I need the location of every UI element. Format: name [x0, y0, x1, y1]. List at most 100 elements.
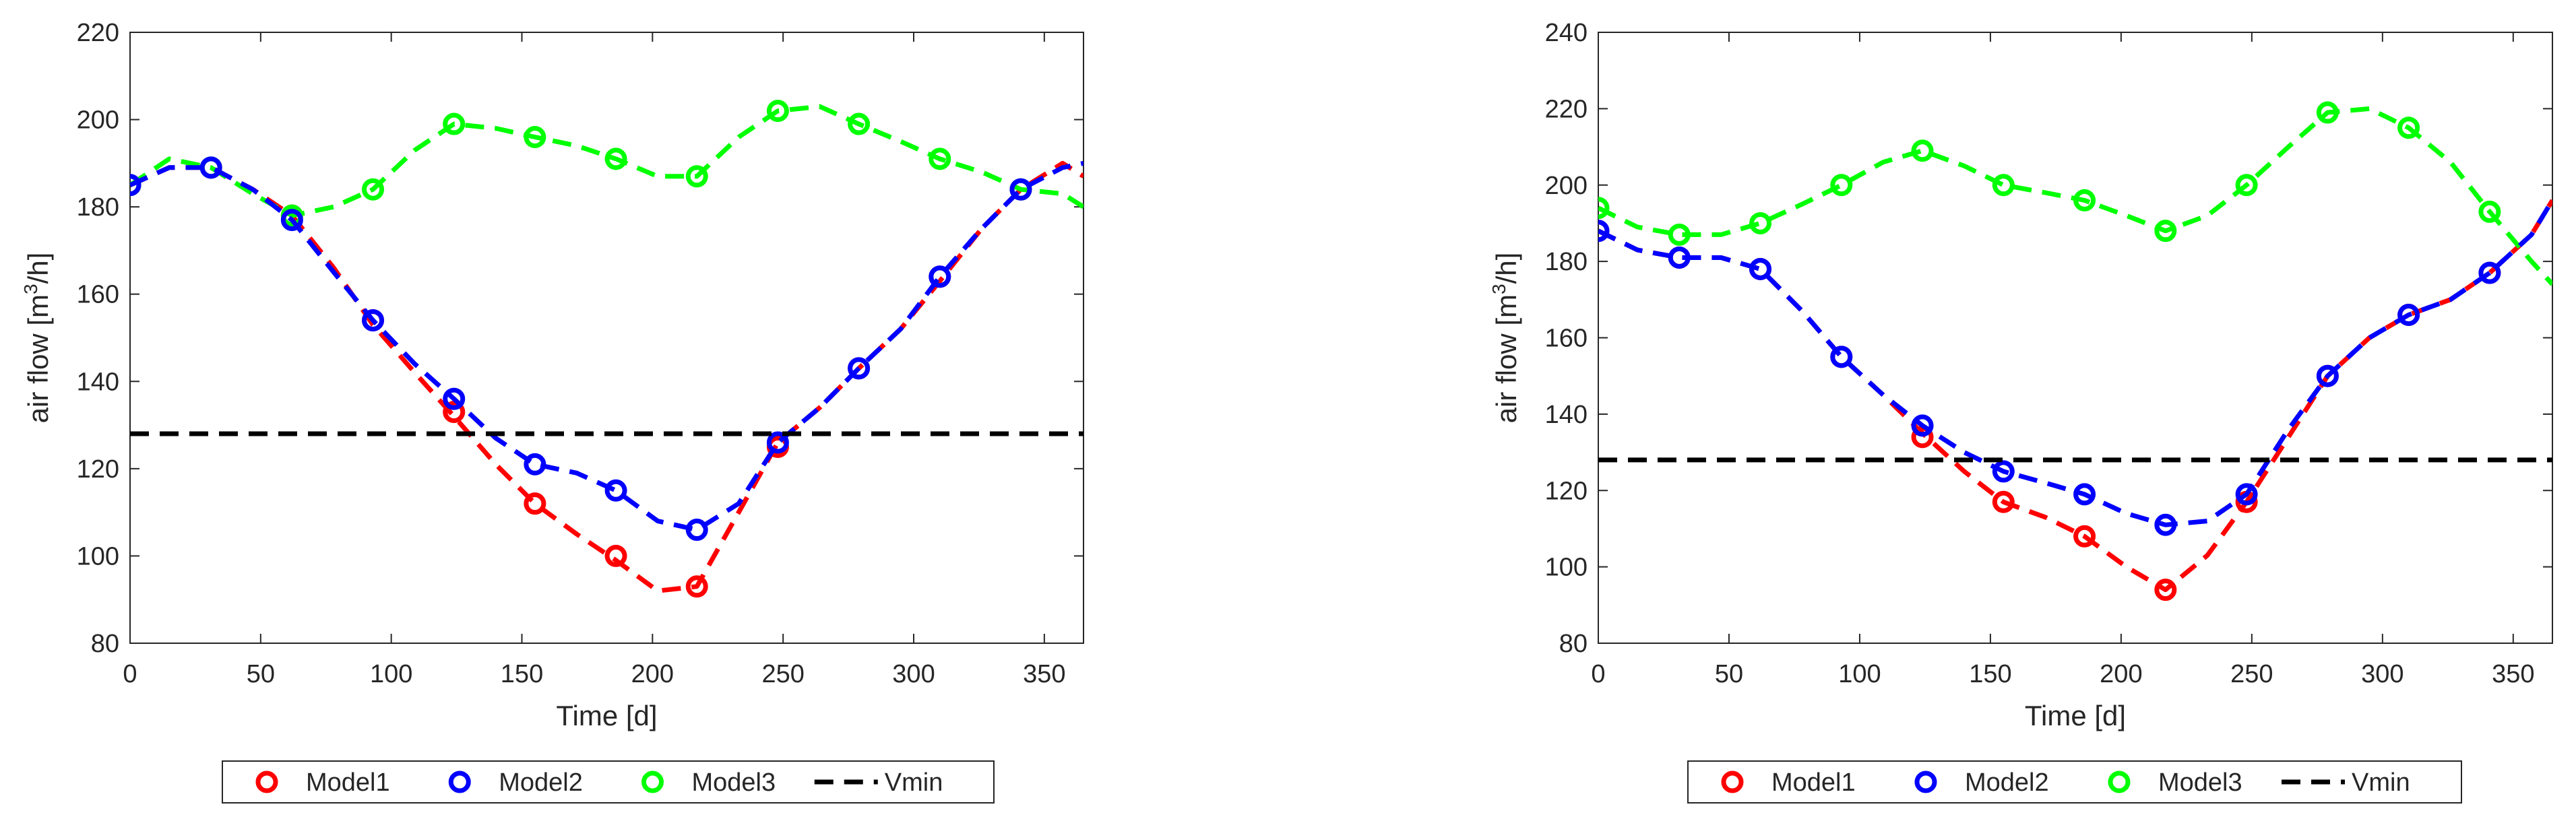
model2-point [766, 431, 789, 454]
model3-line [130, 104, 1083, 218]
legend-swatch-model1 [255, 771, 278, 793]
y-tick-label: 120 [1545, 477, 1588, 505]
y-tick-label: 100 [1545, 554, 1588, 582]
y-tick-label: 140 [77, 368, 119, 396]
x-tick-label: 0 [1591, 660, 1605, 688]
x-tick-label: 50 [1715, 660, 1743, 688]
model3-point [524, 125, 546, 148]
model3-point [1668, 223, 1691, 246]
model1-line [1598, 199, 2552, 593]
model2-point [1668, 246, 1691, 269]
x-tick-label: 100 [1838, 660, 1881, 688]
model3-point [1911, 139, 1934, 162]
model1-point [1992, 490, 2015, 513]
model3-point [1598, 197, 1610, 220]
legend-swatch-model3 [641, 771, 664, 793]
legend-label: Model3 [2158, 768, 2242, 797]
legend: Model1 Model2 Model3 Vmin [222, 760, 995, 804]
model2-point [1598, 220, 1610, 242]
model3-point [2397, 117, 2420, 139]
x-tick-label: 250 [2230, 660, 2273, 688]
legend-box [1687, 760, 2462, 804]
x-tick-label: 300 [2361, 660, 2404, 688]
model2-point [929, 265, 951, 288]
series-model3 [1598, 101, 2552, 286]
legend-swatch-model3 [2108, 771, 2131, 793]
model3-point [1749, 211, 1772, 234]
model1-point [2073, 525, 2096, 548]
legend-label: Model2 [1965, 768, 2049, 797]
model1-point [604, 544, 627, 567]
y-tick-label: 160 [1545, 325, 1588, 353]
legend-box [222, 760, 995, 804]
y-tick-label: 100 [77, 542, 119, 570]
series-layer [1598, 101, 2552, 601]
y-tick-label: 180 [1545, 248, 1588, 276]
x-tick-label: 200 [631, 660, 674, 688]
model2-point [524, 453, 546, 476]
y-tick-label: 220 [77, 19, 119, 47]
legend: Model1 Model2 Model3 Vmin [1687, 760, 2462, 804]
model2-point [2478, 261, 2501, 284]
y-tick-label: 140 [1545, 401, 1588, 429]
legend-label: Model3 [692, 768, 776, 797]
x-tick-label: 350 [1023, 660, 1065, 688]
model2-point [685, 519, 708, 542]
model3-point [685, 165, 708, 188]
legend-swatch-model2 [448, 771, 471, 793]
plot-area [129, 32, 1084, 644]
y-tick-label: 240 [1545, 19, 1588, 47]
chart-1: 0 50 100 150 200 250 300 350 80 100 120 140 160 180 20… [20, 19, 1084, 804]
y-tick-label: 180 [77, 193, 119, 222]
y-tick-label: 80 [1559, 630, 1588, 658]
model2-point [280, 209, 303, 232]
series-model1 [130, 156, 1083, 598]
model3-point [2478, 200, 2501, 223]
y-tick-label: 80 [91, 630, 119, 658]
model3-point [2154, 220, 2177, 242]
y-tick-label: 200 [1545, 172, 1588, 200]
model3-point [2235, 174, 2258, 197]
series-model3 [130, 100, 1083, 227]
y-tick-label: 200 [77, 106, 119, 135]
x-tick-label: 150 [501, 660, 543, 688]
legend-label: Model1 [1771, 768, 1856, 797]
x-axis-label: Time [d] [2025, 700, 2126, 731]
model2-point [2235, 483, 2258, 506]
model2-point [130, 174, 142, 197]
model2-point [1992, 460, 2015, 483]
model2-line [1598, 199, 2552, 527]
model2-point [1749, 257, 1772, 280]
model2-point [2316, 364, 2339, 387]
x-tick-label: 300 [892, 660, 935, 688]
series-model2 [130, 156, 1083, 542]
model2-point [604, 479, 627, 502]
legend-label: Vmin [2352, 768, 2410, 797]
model3-point [929, 148, 951, 170]
series-model2 [1598, 199, 2552, 536]
model2-point [2073, 483, 2096, 506]
y-tick-label: 160 [77, 281, 119, 309]
model3-point [1830, 174, 1853, 197]
model1-point [524, 492, 546, 515]
model2-point [1830, 346, 1853, 368]
model3-point [362, 178, 385, 201]
model3-point [443, 112, 466, 135]
model2-line [130, 160, 1083, 533]
chart-2: 0 50 100 150 200 250 300 350 80 100 120 140 160 180 20… [1488, 19, 2553, 804]
legend-swatch-model2 [1914, 771, 1937, 793]
legend-label: Vmin [885, 768, 943, 797]
x-axis-label: Time [d] [556, 700, 657, 731]
model2-point [2397, 303, 2420, 326]
model2-point [362, 309, 385, 332]
model3-point [1992, 174, 2015, 197]
model1-line [130, 160, 1083, 593]
model2-point [199, 156, 222, 179]
y-tick-label: 220 [1545, 95, 1588, 123]
model2-point [2154, 513, 2177, 536]
model1-point [2154, 579, 2177, 601]
x-tick-label: 250 [761, 660, 804, 688]
y-axis-label: air flow [m3/h] [20, 253, 54, 424]
y-axis-label: air flow [m3/h] [1488, 253, 1522, 424]
